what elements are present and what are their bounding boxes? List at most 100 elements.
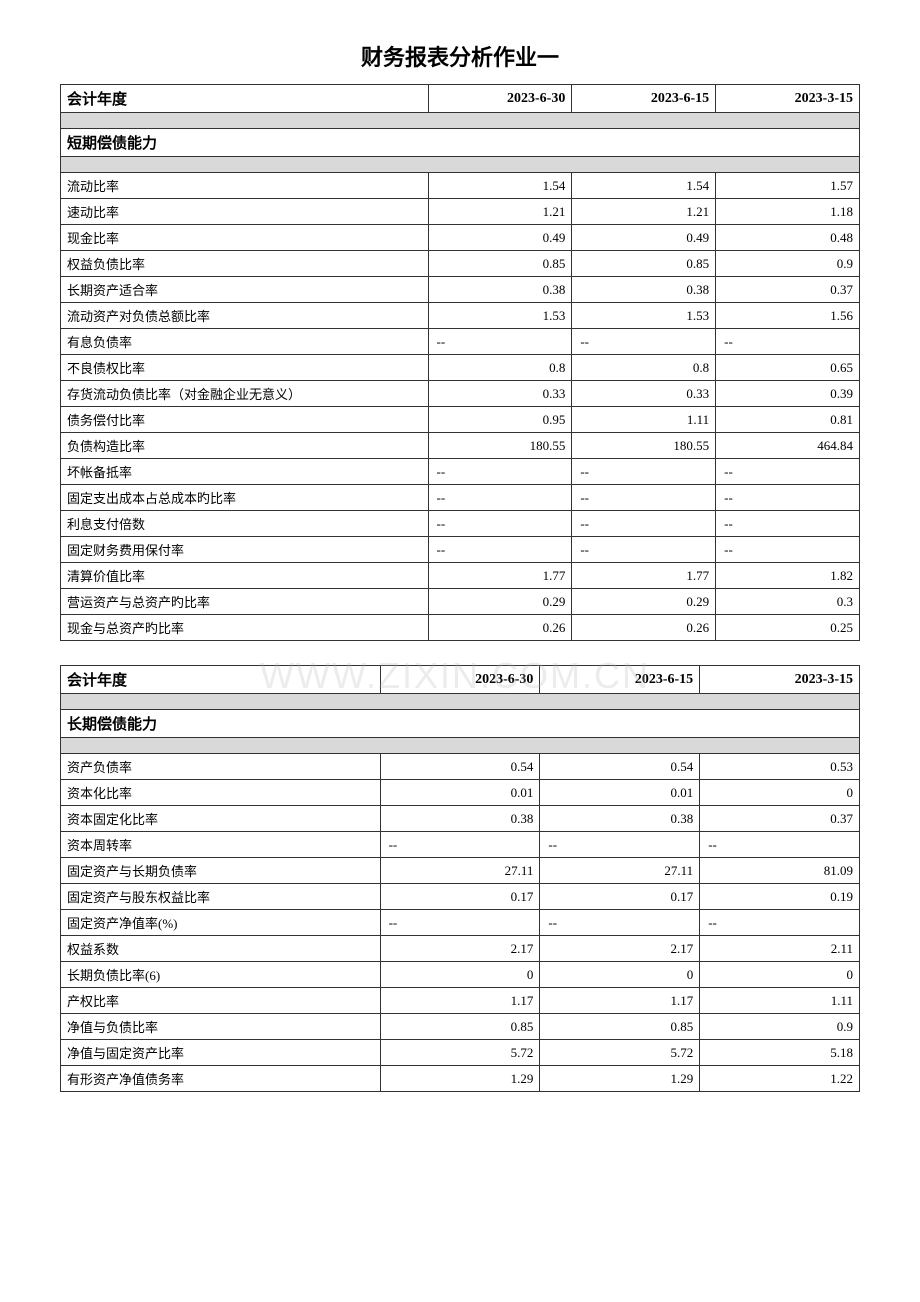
- row-label: 资本化比率: [61, 780, 381, 806]
- row-value: 0.53: [700, 754, 860, 780]
- row-label: 负债构造比率: [61, 433, 429, 459]
- row-value: 464.84: [716, 433, 860, 459]
- row-value: 2.17: [380, 936, 540, 962]
- row-value: 0.01: [540, 780, 700, 806]
- row-value: 0.49: [572, 225, 716, 251]
- table-long-term-solvency: 会计年度 2023-6-30 2023-6-15 2023-3-15 长期偿债能…: [60, 665, 860, 1092]
- row-value: --: [428, 537, 572, 563]
- row-value: 2.11: [700, 936, 860, 962]
- row-value: 81.09: [700, 858, 860, 884]
- row-value: 1.29: [540, 1066, 700, 1092]
- row-value: --: [572, 329, 716, 355]
- table-row: 有形资产净值债务率1.291.291.22: [61, 1066, 860, 1092]
- row-value: 0.26: [572, 615, 716, 641]
- row-value: --: [700, 910, 860, 936]
- table-row: 净值与固定资产比率5.725.725.18: [61, 1040, 860, 1066]
- table-row: 负债构造比率180.55180.55464.84: [61, 433, 860, 459]
- row-value: 0.38: [428, 277, 572, 303]
- row-label: 坏帐备抵率: [61, 459, 429, 485]
- row-value: --: [572, 459, 716, 485]
- row-value: --: [428, 329, 572, 355]
- row-value: 1.54: [428, 173, 572, 199]
- row-value: 0.39: [716, 381, 860, 407]
- row-value: 2.17: [540, 936, 700, 962]
- row-value: 1.82: [716, 563, 860, 589]
- table2-date-0: 2023-6-30: [380, 666, 540, 694]
- table-row: 权益负债比率0.850.850.9: [61, 251, 860, 277]
- table-row: 现金比率0.490.490.48: [61, 225, 860, 251]
- row-value: --: [428, 459, 572, 485]
- table-row: 清算价值比率1.771.771.82: [61, 563, 860, 589]
- row-value: 0.01: [380, 780, 540, 806]
- row-value: 0.33: [428, 381, 572, 407]
- row-value: --: [572, 485, 716, 511]
- row-value: 0.8: [572, 355, 716, 381]
- row-value: 0.54: [380, 754, 540, 780]
- row-value: --: [716, 537, 860, 563]
- row-label: 清算价值比率: [61, 563, 429, 589]
- row-label: 长期资产适合率: [61, 277, 429, 303]
- row-label: 有形资产净值债务率: [61, 1066, 381, 1092]
- row-label: 利息支付倍数: [61, 511, 429, 537]
- row-value: --: [572, 537, 716, 563]
- table2-section-title: 长期偿债能力: [61, 710, 860, 738]
- row-value: 180.55: [572, 433, 716, 459]
- row-label: 流动比率: [61, 173, 429, 199]
- row-value: 0.33: [572, 381, 716, 407]
- table1-date-2: 2023-3-15: [716, 85, 860, 113]
- row-value: 180.55: [428, 433, 572, 459]
- row-value: 1.29: [380, 1066, 540, 1092]
- row-value: 27.11: [540, 858, 700, 884]
- table1-section-header: 短期偿债能力: [61, 129, 860, 157]
- row-value: 1.17: [540, 988, 700, 1014]
- table-row: 现金与总资产旳比率0.260.260.25: [61, 615, 860, 641]
- table-row: 固定支出成本占总成本旳比率------: [61, 485, 860, 511]
- table-short-term-solvency: 会计年度 2023-6-30 2023-6-15 2023-3-15 短期偿债能…: [60, 84, 860, 641]
- table-row: 资本固定化比率0.380.380.37: [61, 806, 860, 832]
- row-value: 0.38: [380, 806, 540, 832]
- row-value: 0.17: [380, 884, 540, 910]
- row-value: 5.72: [540, 1040, 700, 1066]
- row-value: 0: [540, 962, 700, 988]
- row-value: 0: [700, 962, 860, 988]
- row-value: 1.54: [572, 173, 716, 199]
- row-value: --: [700, 832, 860, 858]
- row-value: --: [716, 511, 860, 537]
- row-value: 1.17: [380, 988, 540, 1014]
- row-value: 0.48: [716, 225, 860, 251]
- table-row: 固定资产净值率(%)------: [61, 910, 860, 936]
- row-value: 1.21: [572, 199, 716, 225]
- table-row: 产权比率1.171.171.11: [61, 988, 860, 1014]
- row-label: 净值与固定资产比率: [61, 1040, 381, 1066]
- row-value: 1.11: [700, 988, 860, 1014]
- table-row: 利息支付倍数------: [61, 511, 860, 537]
- row-value: 1.21: [428, 199, 572, 225]
- row-label: 固定资产与股东权益比率: [61, 884, 381, 910]
- table1-date-1: 2023-6-15: [572, 85, 716, 113]
- table-row: 有息负债率------: [61, 329, 860, 355]
- row-label: 固定资产净值率(%): [61, 910, 381, 936]
- row-value: 1.11: [572, 407, 716, 433]
- row-value: 1.53: [572, 303, 716, 329]
- row-value: 1.77: [428, 563, 572, 589]
- table-row: 流动比率1.541.541.57: [61, 173, 860, 199]
- row-label: 资本周转率: [61, 832, 381, 858]
- table-row: 资本化比率0.010.010: [61, 780, 860, 806]
- row-label: 债务偿付比率: [61, 407, 429, 433]
- row-label: 存货流动负债比率（对金融企业无意义）: [61, 381, 429, 407]
- row-value: 5.72: [380, 1040, 540, 1066]
- row-value: 0.95: [428, 407, 572, 433]
- table1-header-label: 会计年度: [61, 85, 429, 113]
- row-value: 0.85: [380, 1014, 540, 1040]
- row-value: --: [380, 832, 540, 858]
- row-value: 0.37: [716, 277, 860, 303]
- row-value: 0.9: [716, 251, 860, 277]
- spacer-row: [61, 738, 860, 754]
- row-value: 5.18: [700, 1040, 860, 1066]
- row-value: 1.56: [716, 303, 860, 329]
- row-value: 0: [380, 962, 540, 988]
- table2-date-2: 2023-3-15: [700, 666, 860, 694]
- table-row: 债务偿付比率0.951.110.81: [61, 407, 860, 433]
- table-row: 净值与负债比率0.850.850.9: [61, 1014, 860, 1040]
- row-label: 权益负债比率: [61, 251, 429, 277]
